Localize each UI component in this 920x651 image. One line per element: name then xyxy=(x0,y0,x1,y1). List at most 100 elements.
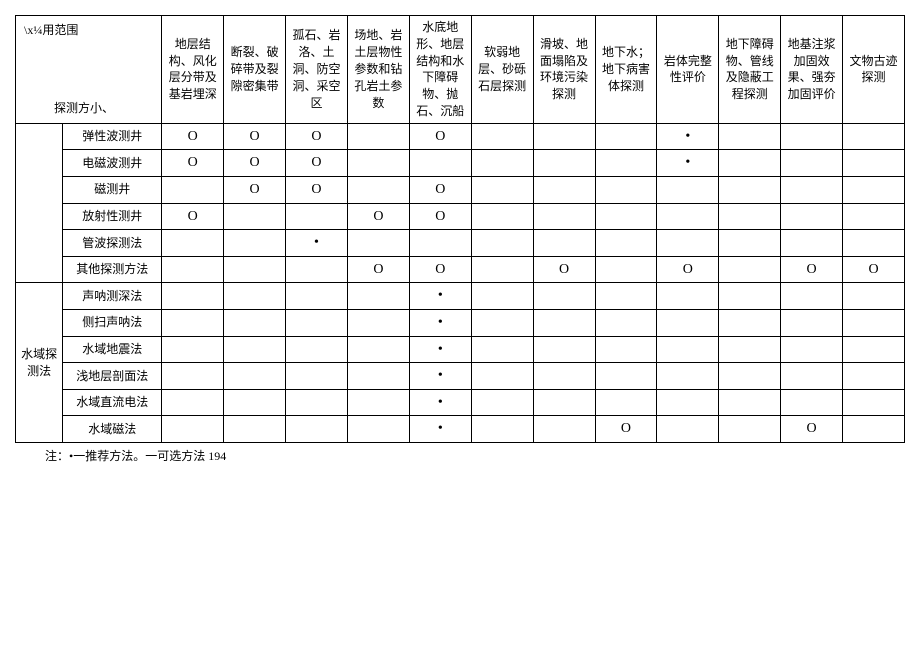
method-name: 磁测井 xyxy=(63,176,162,203)
data-cell xyxy=(471,123,533,150)
data-cell xyxy=(533,123,595,150)
data-cell xyxy=(224,203,286,230)
data-cell xyxy=(471,203,533,230)
data-cell xyxy=(224,230,286,257)
data-cell xyxy=(162,416,224,443)
data-cell xyxy=(843,150,905,177)
data-cell xyxy=(347,336,409,363)
data-cell: O xyxy=(595,416,657,443)
data-cell: O xyxy=(781,256,843,283)
data-cell: • xyxy=(409,309,471,336)
data-cell xyxy=(471,176,533,203)
data-cell xyxy=(409,150,471,177)
data-cell: O xyxy=(162,203,224,230)
group-label: 水域探测法 xyxy=(16,283,63,443)
data-cell xyxy=(347,150,409,177)
data-cell: O xyxy=(533,256,595,283)
data-cell: O xyxy=(162,150,224,177)
method-name: 水域地震法 xyxy=(63,336,162,363)
data-cell xyxy=(286,256,348,283)
data-cell xyxy=(471,256,533,283)
detection-methods-table: \x¼用范围 探测方小、 地层结构、风化层分带及基岩埋深 断裂、破碎带及裂隙密集… xyxy=(15,15,905,443)
data-cell xyxy=(224,309,286,336)
table-row: 放射性测井OOO xyxy=(16,203,905,230)
data-cell xyxy=(843,416,905,443)
data-cell xyxy=(162,336,224,363)
method-name: 水域磁法 xyxy=(63,416,162,443)
data-cell xyxy=(657,363,719,390)
data-cell xyxy=(781,176,843,203)
data-cell xyxy=(595,336,657,363)
data-cell xyxy=(781,389,843,416)
data-cell xyxy=(719,123,781,150)
data-cell: • xyxy=(657,123,719,150)
data-cell xyxy=(719,309,781,336)
data-cell: • xyxy=(286,230,348,257)
data-cell xyxy=(224,336,286,363)
data-cell xyxy=(781,123,843,150)
data-cell xyxy=(347,389,409,416)
table-row: 浅地层剖面法• xyxy=(16,363,905,390)
table-row: 其他探测方法OOOOOO xyxy=(16,256,905,283)
data-cell xyxy=(471,309,533,336)
data-cell xyxy=(162,176,224,203)
header-row: \x¼用范围 探测方小、 地层结构、风化层分带及基岩埋深 断裂、破碎带及裂隙密集… xyxy=(16,16,905,124)
data-cell xyxy=(162,309,224,336)
data-cell xyxy=(533,230,595,257)
data-cell xyxy=(719,203,781,230)
data-cell: O xyxy=(409,256,471,283)
col-header: 地下障碍物、管线及隐蔽工程探测 xyxy=(719,16,781,124)
data-cell xyxy=(471,283,533,310)
data-cell xyxy=(843,283,905,310)
diag-top-label: \x¼用范围 xyxy=(24,22,78,39)
method-name: 电磁波测井 xyxy=(63,150,162,177)
data-cell xyxy=(719,150,781,177)
data-cell xyxy=(657,176,719,203)
data-cell: • xyxy=(409,416,471,443)
data-cell xyxy=(719,416,781,443)
data-cell xyxy=(471,150,533,177)
data-cell xyxy=(595,389,657,416)
data-cell: • xyxy=(657,150,719,177)
data-cell xyxy=(595,230,657,257)
data-cell: • xyxy=(409,363,471,390)
data-cell xyxy=(595,203,657,230)
data-cell xyxy=(843,230,905,257)
data-cell: O xyxy=(286,176,348,203)
data-cell xyxy=(781,230,843,257)
data-cell xyxy=(162,256,224,283)
data-cell xyxy=(657,203,719,230)
data-cell: O xyxy=(286,123,348,150)
method-name: 声呐测深法 xyxy=(63,283,162,310)
col-header: 地基注浆加固效果、强夯加固评价 xyxy=(781,16,843,124)
data-cell xyxy=(286,283,348,310)
col-header: 水底地形、地层结构和水下障碍物、抛石、沉船 xyxy=(409,16,471,124)
col-header: 滑坡、地面塌陷及环境污染探测 xyxy=(533,16,595,124)
data-cell xyxy=(719,336,781,363)
data-cell xyxy=(286,309,348,336)
data-cell xyxy=(533,283,595,310)
footnote: 注：•一推荐方法。一可选方法 194 xyxy=(15,447,905,464)
data-cell xyxy=(719,283,781,310)
data-cell xyxy=(843,336,905,363)
data-cell: O xyxy=(162,123,224,150)
data-cell xyxy=(286,336,348,363)
data-cell xyxy=(657,336,719,363)
table-row: 水域地震法• xyxy=(16,336,905,363)
data-cell xyxy=(843,123,905,150)
data-cell xyxy=(347,230,409,257)
data-cell xyxy=(471,363,533,390)
data-cell xyxy=(286,363,348,390)
data-cell xyxy=(657,416,719,443)
data-cell xyxy=(409,230,471,257)
data-cell xyxy=(347,123,409,150)
data-cell xyxy=(471,336,533,363)
method-name: 侧扫声呐法 xyxy=(63,309,162,336)
data-cell xyxy=(843,176,905,203)
data-cell xyxy=(657,283,719,310)
data-cell xyxy=(657,389,719,416)
data-cell: O xyxy=(409,123,471,150)
data-cell: O xyxy=(286,150,348,177)
data-cell xyxy=(595,150,657,177)
data-cell xyxy=(347,176,409,203)
